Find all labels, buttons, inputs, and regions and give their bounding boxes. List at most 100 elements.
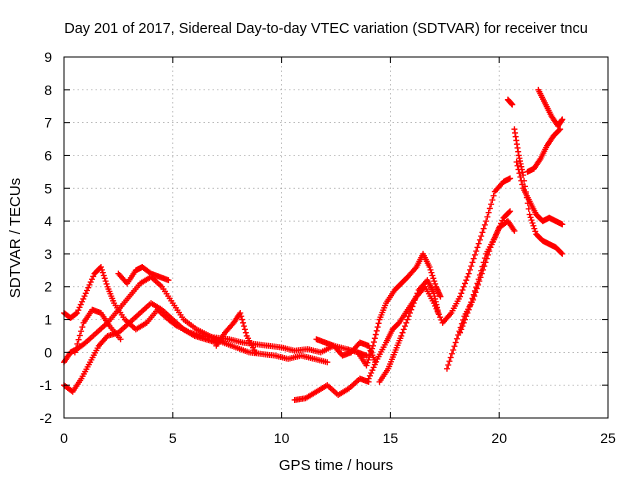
data-point [464,309,471,316]
y-tick-label: 5 [44,180,52,196]
data-point [475,240,482,247]
x-tick-label: 15 [383,430,399,446]
data-point [367,351,374,358]
data-point [365,356,372,363]
data-point [370,364,377,371]
data-point [488,201,495,208]
data-point [370,339,377,346]
y-axis-label: SDTVAR / TECUs [7,178,24,298]
data-point [400,326,407,333]
series-track-e [115,264,172,287]
data-point [101,275,108,282]
series-track-l [443,218,518,372]
data-point [466,302,473,309]
data-point [443,365,450,372]
y-tick-label: 6 [44,147,52,163]
data-point [239,316,246,323]
data-point [241,326,248,333]
series-track-c [61,300,220,395]
data-point [99,269,106,276]
data-point [507,175,514,182]
x-axis-label: GPS time / hours [279,457,393,474]
data-point [529,219,536,226]
data-point [371,335,378,342]
data-point [81,293,88,300]
data-point [448,350,455,357]
data-point [431,278,438,285]
data-point [480,259,487,266]
data-point [517,174,524,181]
data-point [528,217,535,224]
data-point [463,313,470,320]
data-point [466,266,473,273]
data-point [80,295,87,302]
x-tick-label: 25 [600,430,616,446]
data-point [242,329,249,336]
data-point [237,309,244,316]
data-point [518,177,525,184]
data-point [478,233,485,240]
data-point [469,295,476,302]
series-track-d [71,306,124,356]
data-point [464,273,471,280]
y-tick-label: -2 [40,410,53,426]
data-point [411,296,418,303]
data-point [399,329,406,336]
data-point [435,309,442,316]
data-point [404,316,411,323]
y-tick-label: 9 [44,49,52,65]
data-point [75,336,82,343]
data-point [437,293,444,300]
data-point [532,228,539,235]
series-track-r [535,86,566,129]
data-point [457,293,464,300]
data-point [427,266,434,273]
data-point [410,300,417,307]
data-point [513,159,520,166]
data-point [406,309,413,316]
data-point [515,166,522,173]
data-point [473,248,480,255]
data-point [506,209,513,216]
data-point [530,222,537,229]
grid [64,57,608,418]
data-point [374,324,381,331]
series-track-j [365,175,514,382]
data-point [98,266,105,273]
data-point [437,314,444,321]
data-point [496,223,503,230]
data-point [460,319,467,326]
series-track-p [513,159,566,228]
data-point [432,280,439,287]
data-point [479,229,486,236]
data-point [507,208,514,215]
series-track-f [213,309,259,356]
chart-title: Day 201 of 2017, Sidereal Day-to-day VTE… [64,21,588,37]
data-point [468,299,475,306]
data-point [252,349,259,356]
series-track-n [504,96,516,108]
x-tick-label: 10 [274,430,290,446]
data-point [499,217,506,224]
data-point [363,362,370,369]
axis-ticks: 0 5 10 15 20 25 -2 -1 0 1 2 3 4 5 6 7 8 9 [40,49,616,446]
data-point [474,280,481,287]
data-point [369,345,376,352]
data-point [71,349,78,356]
x-tick-label: 20 [491,430,507,446]
data-point [485,209,492,216]
data-point [459,323,466,330]
data-point [491,234,498,241]
data-point [478,267,485,274]
data-point [480,225,487,232]
y-tick-label: 3 [44,246,52,262]
data-point [403,319,410,326]
y-tick-label: 2 [44,279,52,295]
data-point [473,284,480,291]
data-point [453,335,460,342]
data-point [375,320,382,327]
data-point [527,214,534,221]
data-points [61,86,566,403]
data-point [452,339,459,346]
data-point [88,276,95,283]
